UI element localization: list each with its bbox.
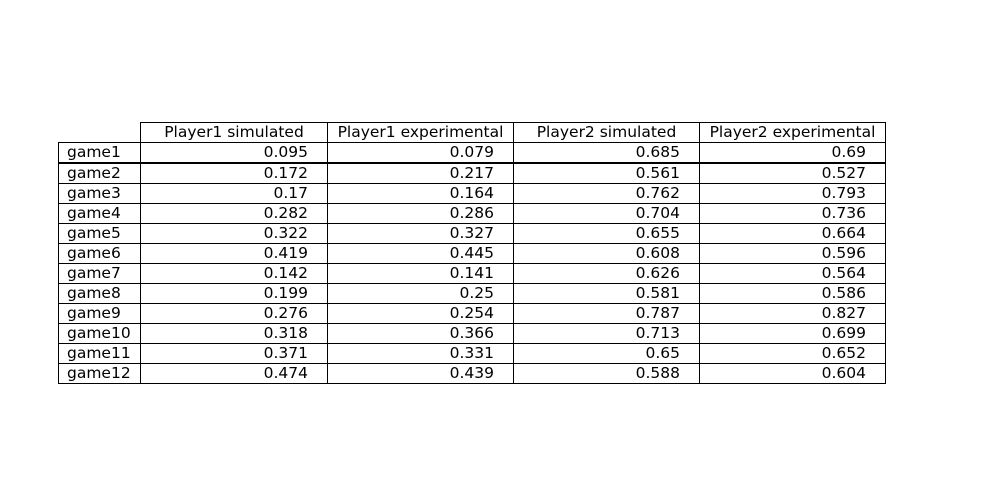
table-cell: 0.664 — [699, 223, 886, 244]
table-cell: 0.079 — [327, 142, 514, 164]
row-header: game12 — [58, 363, 141, 384]
table-cell: 0.172 — [140, 162, 328, 184]
table-cell: 0.827 — [699, 303, 886, 324]
row-header: game8 — [58, 283, 141, 304]
row-header: game5 — [58, 223, 141, 244]
table-cell: 0.561 — [513, 162, 700, 184]
table-cell: 0.586 — [699, 283, 886, 304]
table-row: game8 0.199 0.25 0.581 0.586 — [58, 283, 886, 304]
table-cell: 0.652 — [699, 343, 886, 364]
table-row: game5 0.322 0.327 0.655 0.664 — [58, 223, 886, 244]
table-cell: 0.762 — [513, 183, 700, 204]
table-row: game6 0.419 0.445 0.608 0.596 — [58, 243, 886, 264]
table-row: game11 0.371 0.331 0.65 0.652 — [58, 343, 886, 364]
column-header: Player2 experimental — [699, 122, 886, 143]
table-row: game9 0.276 0.254 0.787 0.827 — [58, 303, 886, 324]
table-cell: 0.366 — [327, 323, 514, 344]
table-cell: 0.704 — [513, 203, 700, 224]
table-cell: 0.371 — [140, 343, 328, 364]
table-row: game4 0.282 0.286 0.704 0.736 — [58, 203, 886, 224]
table-cell: 0.581 — [513, 283, 700, 304]
table-cell: 0.787 — [513, 303, 700, 324]
table-cell: 0.318 — [140, 323, 328, 344]
table-cell: 0.327 — [327, 223, 514, 244]
table-cell: 0.17 — [140, 183, 328, 204]
column-header: Player1 experimental — [327, 122, 514, 143]
table-row: game2 0.172 0.217 0.561 0.527 — [58, 162, 886, 184]
row-header: game2 — [58, 162, 141, 184]
table-cell: 0.25 — [327, 283, 514, 304]
table-row: game10 0.318 0.366 0.713 0.699 — [58, 323, 886, 344]
table-cell: 0.276 — [140, 303, 328, 324]
table-cell: 0.474 — [140, 363, 328, 384]
table-cell: 0.608 — [513, 243, 700, 264]
table-cell: 0.699 — [699, 323, 886, 344]
table-cell: 0.322 — [140, 223, 328, 244]
table-cell: 0.527 — [699, 162, 886, 184]
table-cell: 0.713 — [513, 323, 700, 344]
table-cell: 0.655 — [513, 223, 700, 244]
table-cell: 0.588 — [513, 363, 700, 384]
row-header: game4 — [58, 203, 141, 224]
table-row: game12 0.474 0.439 0.588 0.604 — [58, 363, 886, 384]
table-cell: 0.604 — [699, 363, 886, 384]
table-cell: 0.095 — [140, 142, 328, 164]
table-body: game1 0.095 0.079 0.685 0.69 game2 0.172 0.217 0… — [58, 142, 886, 384]
table-cell: 0.793 — [699, 183, 886, 204]
row-header: game11 — [58, 343, 141, 364]
row-header: game6 — [58, 243, 141, 264]
data-table: Player1 simulated Player1 experimental P… — [58, 122, 886, 384]
row-header: game10 — [58, 323, 141, 344]
table-cell: 0.439 — [327, 363, 514, 384]
table-cell: 0.564 — [699, 263, 886, 284]
row-header: game1 — [58, 142, 141, 164]
table-cell: 0.254 — [327, 303, 514, 324]
table-row: game3 0.17 0.164 0.762 0.793 — [58, 183, 886, 204]
table-cell: 0.217 — [327, 162, 514, 184]
row-header: game7 — [58, 263, 141, 284]
table-cell: 0.596 — [699, 243, 886, 264]
row-header: game9 — [58, 303, 141, 324]
table-row: game1 0.095 0.079 0.685 0.69 — [58, 142, 886, 164]
table-cell: 0.419 — [140, 243, 328, 264]
column-header: Player1 simulated — [140, 122, 328, 143]
table-cell: 0.685 — [513, 142, 700, 164]
table-cell: 0.141 — [327, 263, 514, 284]
table-cell: 0.65 — [513, 343, 700, 364]
table-cell: 0.199 — [140, 283, 328, 304]
table-cell: 0.282 — [140, 203, 328, 224]
table-cell: 0.142 — [140, 263, 328, 284]
table-cell: 0.69 — [699, 142, 886, 164]
table-cell: 0.331 — [327, 343, 514, 364]
row-header: game3 — [58, 183, 141, 204]
table-cell: 0.445 — [327, 243, 514, 264]
table-cell: 0.736 — [699, 203, 886, 224]
column-header: Player2 simulated — [513, 122, 700, 143]
corner-cell — [59, 123, 141, 143]
table-cell: 0.626 — [513, 263, 700, 284]
table-cell: 0.164 — [327, 183, 514, 204]
table-row: game7 0.142 0.141 0.626 0.564 — [58, 263, 886, 284]
table-cell: 0.286 — [327, 203, 514, 224]
header-row: Player1 simulated Player1 experimental P… — [59, 122, 886, 143]
